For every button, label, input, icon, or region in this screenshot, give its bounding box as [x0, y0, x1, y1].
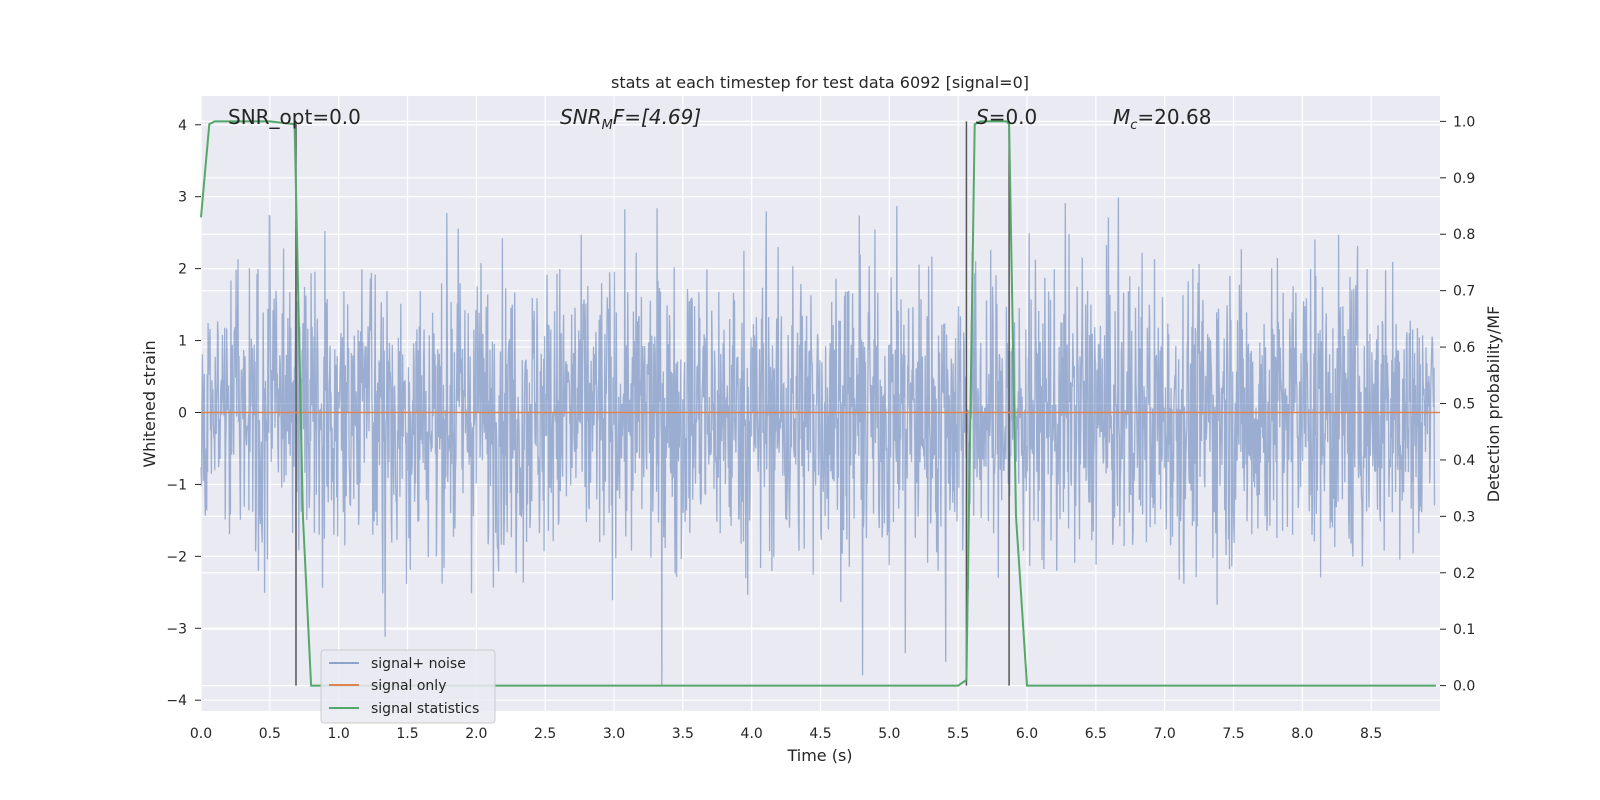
x-tick-label: 4.0 — [741, 726, 763, 742]
signal-statistics-line — [200, 120, 1436, 687]
y-left-tick-label: 0 — [178, 405, 187, 421]
y-right-tick-label: 0.5 — [1453, 397, 1475, 413]
x-tick-label: 7.0 — [1154, 726, 1176, 742]
x-tick-label: 8.5 — [1360, 726, 1382, 742]
x-tick-label: 8.0 — [1291, 726, 1313, 742]
x-axis-label: Time (s) — [786, 746, 852, 765]
y-right-tick-label: 0.3 — [1453, 509, 1475, 525]
chart-title: stats at each timestep for test data 609… — [611, 73, 1029, 92]
y-right-tick-label: 0.7 — [1453, 284, 1475, 300]
x-tick-label: 1.5 — [396, 726, 418, 742]
y-left-tick-label: 1 — [178, 334, 187, 350]
x-tick-label: 0.5 — [259, 726, 281, 742]
s-italic: S — [976, 105, 989, 129]
snr-mf-annotation: SNRMF=[4.69] — [560, 105, 701, 133]
mc-sub: c — [1130, 118, 1137, 133]
y-right-tick-label: 0.6 — [1453, 340, 1475, 356]
x-tick-label: 1.0 — [328, 726, 350, 742]
legend-label-signal-statistics: signal statistics — [371, 701, 479, 717]
legend-label-signal-noise: signal+ noise — [371, 656, 466, 672]
snr-mf-main: SNR — [560, 105, 602, 129]
snr-opt-annotation: SNR_opt=0.0 — [228, 105, 361, 129]
y-left-axis-label: Whitened strain — [140, 340, 159, 467]
signal-noise-line — [200, 197, 1436, 686]
x-tick-label: 5.5 — [947, 726, 969, 742]
y-right-tick-label: 0.8 — [1453, 227, 1475, 243]
y-right-tick-label: 0.1 — [1453, 622, 1475, 638]
y-left-tick-label: 3 — [178, 190, 187, 206]
x-tick-label: 6.5 — [1085, 726, 1107, 742]
y-right-axis-label: Detection probability/MF — [1484, 306, 1503, 503]
y-left-tick-label: −3 — [166, 621, 187, 637]
y-right-tick-labels: 1.0 0.9 0.8 0.7 0.6 0.5 0.4 0.3 0.2 0.1 0.0 — [1440, 114, 1475, 695]
y-left-tick-labels: 4 3 2 1 0 −1 −2 −3 −4 — [166, 118, 201, 709]
mc-annotation: Mc=20.68 — [1113, 105, 1211, 133]
series-lines — [200, 120, 1440, 687]
y-right-tick-label: 0.9 — [1453, 171, 1475, 187]
y-right-tick-label: 0.2 — [1453, 566, 1475, 582]
y-right-tick-label: 1.0 — [1453, 114, 1475, 130]
y-right-tick-label: 0.0 — [1453, 679, 1475, 695]
x-tick-label: 2.0 — [465, 726, 487, 742]
y-left-tick-label: 2 — [178, 262, 187, 278]
mc-main: M — [1113, 105, 1130, 129]
legend-box — [320, 649, 496, 724]
x-tick-label: 5.0 — [878, 726, 900, 742]
s-annotation: S=0.0 — [976, 105, 1037, 129]
x-tick-labels: 0.0 0.5 1.0 1.5 2.0 2.5 3.0 3.5 4.0 4.5 5.0 5.5 6.0 6… — [190, 726, 1382, 742]
x-tick-label: 0.0 — [190, 726, 212, 742]
x-tick-label: 7.5 — [1222, 726, 1244, 742]
snr-mf-rest: F=[4.69] — [613, 105, 701, 129]
x-tick-label: 3.5 — [672, 726, 694, 742]
y-right-tick-label: 0.4 — [1453, 453, 1475, 469]
x-tick-label: 6.0 — [1016, 726, 1038, 742]
y-left-tick-label: −4 — [166, 693, 187, 709]
y-left-tick-label: −2 — [166, 549, 187, 565]
legend: signal+ noise signal only signal statist… — [320, 649, 496, 724]
x-tick-label: 4.5 — [809, 726, 831, 742]
signal-noise-series — [200, 197, 1436, 686]
snr-mf-sub: M — [602, 118, 613, 133]
y-left-tick-label: 4 — [178, 118, 187, 134]
legend-label-signal-only: signal only — [371, 678, 446, 694]
x-tick-label: 2.5 — [534, 726, 556, 742]
y-left-tick-label: −1 — [166, 477, 187, 493]
s-rest: =0.0 — [989, 105, 1038, 129]
x-tick-label: 3.0 — [603, 726, 625, 742]
mc-rest: =20.68 — [1137, 105, 1211, 129]
